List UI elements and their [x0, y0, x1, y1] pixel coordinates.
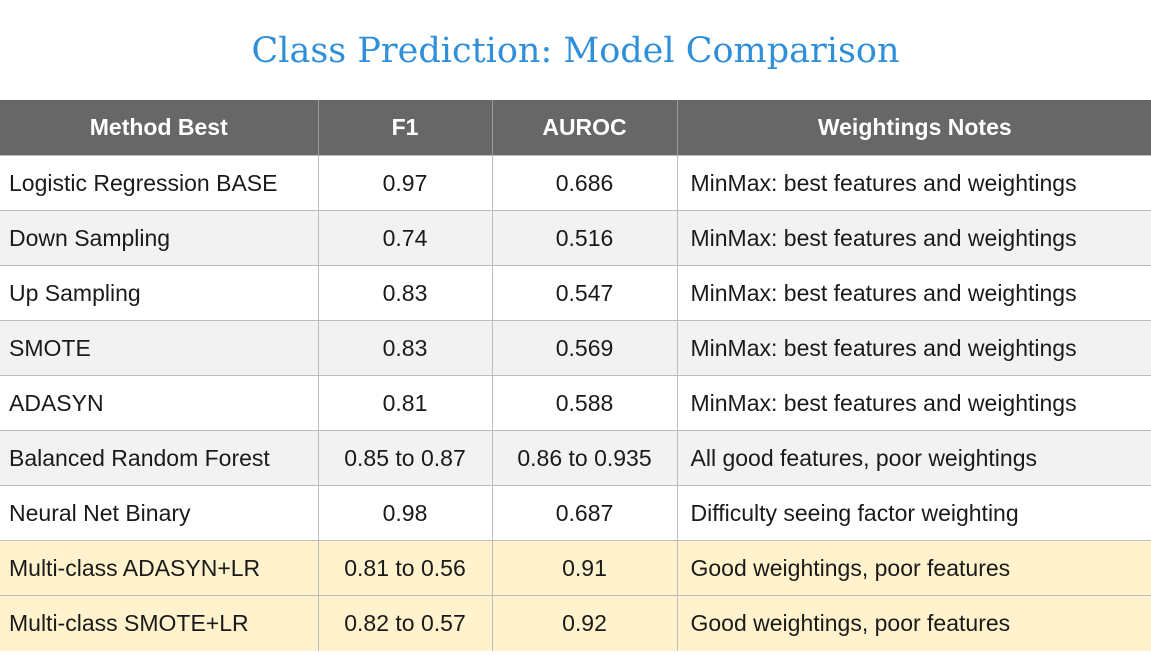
cell-method: Neural Net Binary [0, 485, 319, 541]
table-row: Down Sampling 0.74 0.516 MinMax: best fe… [0, 210, 1151, 266]
cell-method: Logistic Regression BASE [0, 155, 319, 211]
header-notes: Weightings Notes [677, 100, 1151, 156]
cell-method: ADASYN [0, 375, 319, 431]
cell-notes: Good weightings, poor features [677, 540, 1151, 596]
cell-notes: MinMax: best features and weightings [677, 320, 1151, 376]
cell-auroc: 0.687 [492, 485, 678, 541]
cell-notes: MinMax: best features and weightings [677, 210, 1151, 266]
cell-auroc: 0.91 [492, 540, 678, 596]
table-row: Logistic Regression BASE 0.97 0.686 MinM… [0, 155, 1151, 211]
cell-f1: 0.81 [318, 375, 493, 431]
cell-auroc: 0.516 [492, 210, 678, 266]
table-row: SMOTE 0.83 0.569 MinMax: best features a… [0, 320, 1151, 376]
table-row: Up Sampling 0.83 0.547 MinMax: best feat… [0, 265, 1151, 321]
cell-f1: 0.82 to 0.57 [318, 595, 493, 651]
table-row-highlighted: Multi-class SMOTE+LR 0.82 to 0.57 0.92 G… [0, 595, 1151, 651]
cell-notes: All good features, poor weightings [677, 430, 1151, 486]
cell-method: Down Sampling [0, 210, 319, 266]
cell-f1: 0.98 [318, 485, 493, 541]
cell-method: Up Sampling [0, 265, 319, 321]
cell-f1: 0.83 [318, 320, 493, 376]
cell-auroc: 0.569 [492, 320, 678, 376]
cell-f1: 0.85 to 0.87 [318, 430, 493, 486]
cell-notes: MinMax: best features and weightings [677, 155, 1151, 211]
cell-auroc: 0.547 [492, 265, 678, 321]
table-row: Neural Net Binary 0.98 0.687 Difficulty … [0, 485, 1151, 541]
table-header-row: Method Best F1 AUROC Weightings Notes [0, 100, 1151, 156]
cell-f1: 0.81 to 0.56 [318, 540, 493, 596]
header-auroc: AUROC [492, 100, 678, 156]
table-row-highlighted: Multi-class ADASYN+LR 0.81 to 0.56 0.91 … [0, 540, 1151, 596]
cell-f1: 0.74 [318, 210, 493, 266]
cell-notes: MinMax: best features and weightings [677, 265, 1151, 321]
cell-f1: 0.83 [318, 265, 493, 321]
cell-auroc: 0.92 [492, 595, 678, 651]
cell-f1: 0.97 [318, 155, 493, 211]
cell-method: Multi-class ADASYN+LR [0, 540, 319, 596]
cell-auroc: 0.86 to 0.935 [492, 430, 678, 486]
header-f1: F1 [318, 100, 493, 156]
cell-notes: Difficulty seeing factor weighting [677, 485, 1151, 541]
cell-method: Multi-class SMOTE+LR [0, 595, 319, 651]
header-method: Method Best [0, 100, 319, 156]
cell-auroc: 0.588 [492, 375, 678, 431]
page-title: Class Prediction: Model Comparison [251, 31, 900, 71]
cell-method: SMOTE [0, 320, 319, 376]
cell-method: Balanced Random Forest [0, 430, 319, 486]
cell-notes: MinMax: best features and weightings [677, 375, 1151, 431]
table-row: Balanced Random Forest 0.85 to 0.87 0.86… [0, 430, 1151, 486]
cell-auroc: 0.686 [492, 155, 678, 211]
comparison-table: Method Best F1 AUROC Weightings Notes Lo… [0, 100, 1151, 651]
cell-notes: Good weightings, poor features [677, 595, 1151, 651]
table-row: ADASYN 0.81 0.588 MinMax: best features … [0, 375, 1151, 431]
